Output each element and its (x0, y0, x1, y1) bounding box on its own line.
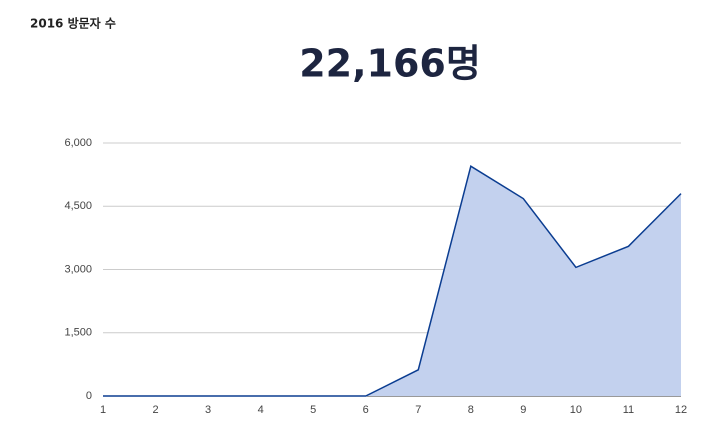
line (103, 165, 682, 397)
x-tick-label: 11 (623, 404, 634, 416)
chart-title: 2016 방문자 수 (30, 16, 116, 31)
y-tick-label: 6,000 (64, 137, 92, 149)
area (103, 166, 681, 396)
x-tick-label: 7 (415, 404, 421, 416)
x-tick-label: 1 (100, 404, 106, 416)
x-tick-label: 3 (205, 404, 211, 416)
x-tick-label: 5 (310, 404, 316, 416)
y-tick-label: 3,000 (64, 263, 92, 275)
x-tick-label: 12 (675, 404, 687, 416)
headline: 22,166명 (299, 42, 481, 86)
y-tick-label: 1,500 (64, 327, 92, 339)
x-tick-label: 9 (520, 404, 526, 416)
x-tick-label: 6 (363, 404, 369, 416)
y-tick-label: 0 (86, 390, 92, 402)
y-tick-label: 4,500 (64, 200, 92, 212)
x-tick-label: 4 (258, 404, 264, 416)
x-tick-label: 10 (570, 404, 582, 416)
x-tick-label: 8 (468, 404, 474, 416)
x-tick-label: 2 (152, 404, 158, 416)
